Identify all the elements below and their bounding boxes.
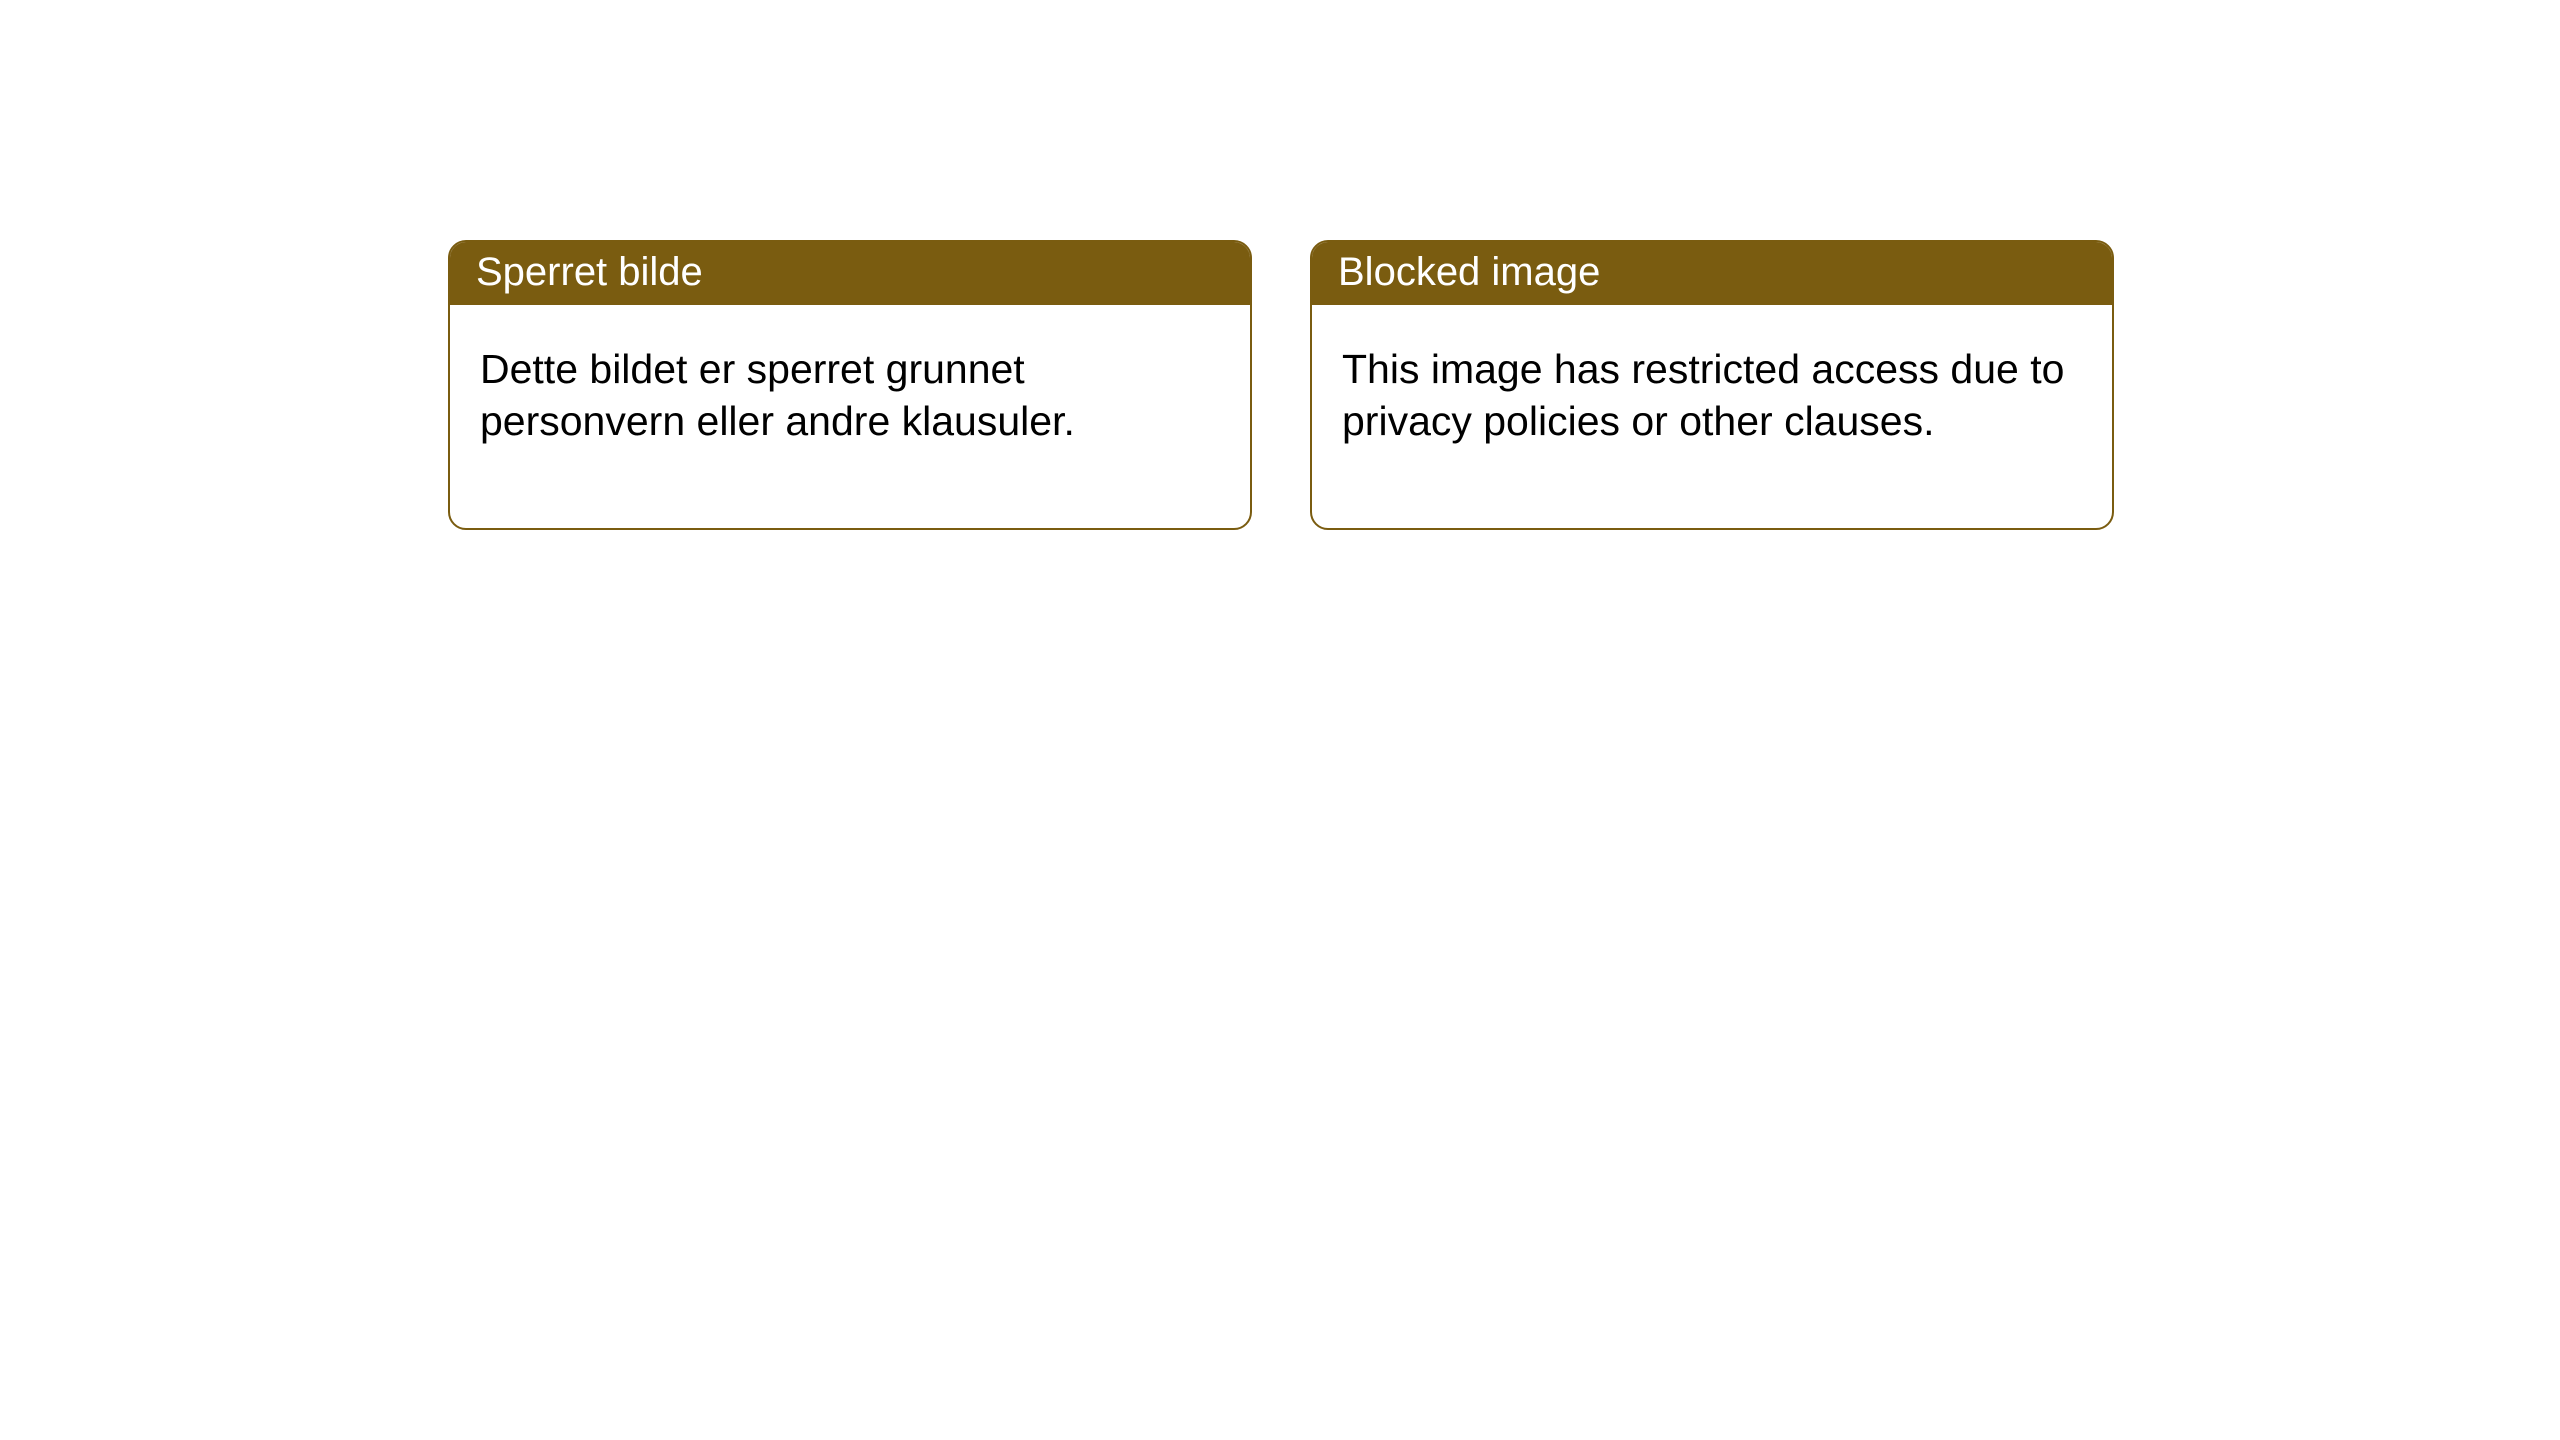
- card-title: Sperret bilde: [476, 250, 703, 294]
- card-body: Dette bildet er sperret grunnet personve…: [450, 305, 1250, 528]
- card-body: This image has restricted access due to …: [1312, 305, 2112, 528]
- card-header: Sperret bilde: [450, 242, 1250, 305]
- card-body-text: This image has restricted access due to …: [1342, 346, 2064, 444]
- notice-card-english: Blocked image This image has restricted …: [1310, 240, 2114, 530]
- card-title: Blocked image: [1338, 250, 1600, 294]
- notice-cards-container: Sperret bilde Dette bildet er sperret gr…: [0, 0, 2560, 530]
- card-body-text: Dette bildet er sperret grunnet personve…: [480, 346, 1075, 444]
- notice-card-norwegian: Sperret bilde Dette bildet er sperret gr…: [448, 240, 1252, 530]
- card-header: Blocked image: [1312, 242, 2112, 305]
